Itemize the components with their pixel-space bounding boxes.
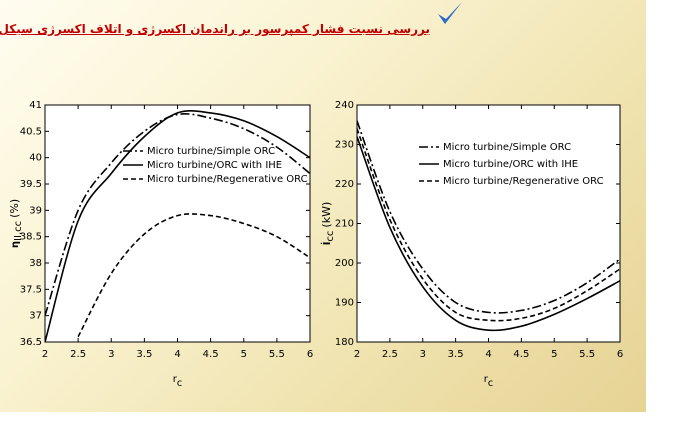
y-tick-label: 180 — [335, 337, 354, 348]
y-tick-label: 37.5 — [20, 284, 42, 295]
y-tick-label: 240 — [335, 100, 354, 111]
x-tick-label: 3 — [108, 349, 114, 360]
series-line — [45, 112, 310, 316]
y-axis-label-sub: cc — [325, 231, 336, 242]
y-axis-label-main: η — [10, 241, 21, 248]
y-tick-label: 41 — [29, 100, 42, 111]
legend-label: Micro turbine/Regenerative ORC — [443, 176, 604, 187]
x-tick-label: 4.5 — [203, 349, 219, 360]
y-tick-label: 200 — [335, 258, 354, 269]
x-tick-label: 3.5 — [136, 349, 152, 360]
plot-area — [356, 104, 621, 343]
x-axis-label-sub: c — [177, 378, 183, 389]
x-tick-label: 5 — [241, 349, 247, 360]
legend-label: Micro turbine/ORC with IHE — [443, 159, 578, 170]
y-axis-label-sub: II,cc — [13, 221, 24, 241]
x-tick-label: 3 — [420, 349, 426, 360]
legend-label: Micro turbine/ORC with IHE — [147, 160, 282, 171]
series-line — [45, 110, 310, 342]
y-tick-label: 190 — [335, 298, 354, 309]
x-tick-label: 4.5 — [513, 349, 529, 360]
x-axis-label-sub: c — [488, 378, 494, 389]
x-axis-label: rc — [484, 374, 493, 389]
slide-title: بررسی نسبت فشار کمپرسور بر راندمان اکسرژ… — [0, 22, 430, 36]
x-tick-label: 2 — [42, 349, 48, 360]
y-axis-label-unit: (kW) — [320, 202, 333, 228]
x-tick-label: 2 — [354, 349, 360, 360]
x-tick-label: 5.5 — [579, 349, 595, 360]
x-tick-label: 2.5 — [382, 349, 398, 360]
x-tick-label: 4 — [485, 349, 491, 360]
series-line — [77, 213, 310, 338]
y-tick-label: 40 — [29, 153, 42, 164]
y-axis-label-unit: (%) — [8, 199, 21, 218]
y-tick-label: 36.5 — [20, 337, 42, 348]
x-tick-label: 4 — [174, 349, 180, 360]
y-tick-label: 220 — [335, 179, 354, 190]
plot-area — [44, 104, 311, 343]
y-tick-label: 37 — [29, 311, 42, 322]
y-tick-label: 39.5 — [20, 179, 42, 190]
legend-label: Micro turbine/Simple ORC — [147, 146, 275, 157]
series-line — [357, 136, 620, 332]
y-axis-label-main: İ — [319, 242, 333, 246]
x-axis-label-main: r — [173, 374, 178, 385]
check-mark — [438, 2, 462, 24]
x-axis-label-main: r — [484, 374, 489, 385]
y-axis-label: ηII,cc (%) — [8, 199, 24, 248]
y-tick-label: 230 — [335, 140, 354, 151]
x-tick-label: 5 — [551, 349, 557, 360]
y-tick-label: 38.5 — [20, 232, 42, 243]
x-tick-label: 5.5 — [269, 349, 285, 360]
x-tick-label: 6 — [307, 349, 313, 360]
x-tick-label: 6 — [617, 349, 623, 360]
y-tick-label: 39 — [29, 205, 42, 216]
x-tick-label: 2.5 — [70, 349, 86, 360]
series-line — [357, 128, 620, 322]
legend-label: Micro turbine/Simple ORC — [443, 142, 571, 153]
x-axis-label: rc — [173, 374, 182, 389]
y-tick-label: 40.5 — [20, 126, 42, 137]
series-line — [357, 120, 620, 314]
x-tick-label: 3.5 — [448, 349, 464, 360]
y-tick-label: 38 — [29, 258, 42, 269]
y-tick-label: 210 — [335, 219, 354, 230]
legend-label: Micro turbine/Regenerative ORC — [147, 174, 308, 185]
y-axis-label: İcc (kW) — [319, 202, 336, 246]
